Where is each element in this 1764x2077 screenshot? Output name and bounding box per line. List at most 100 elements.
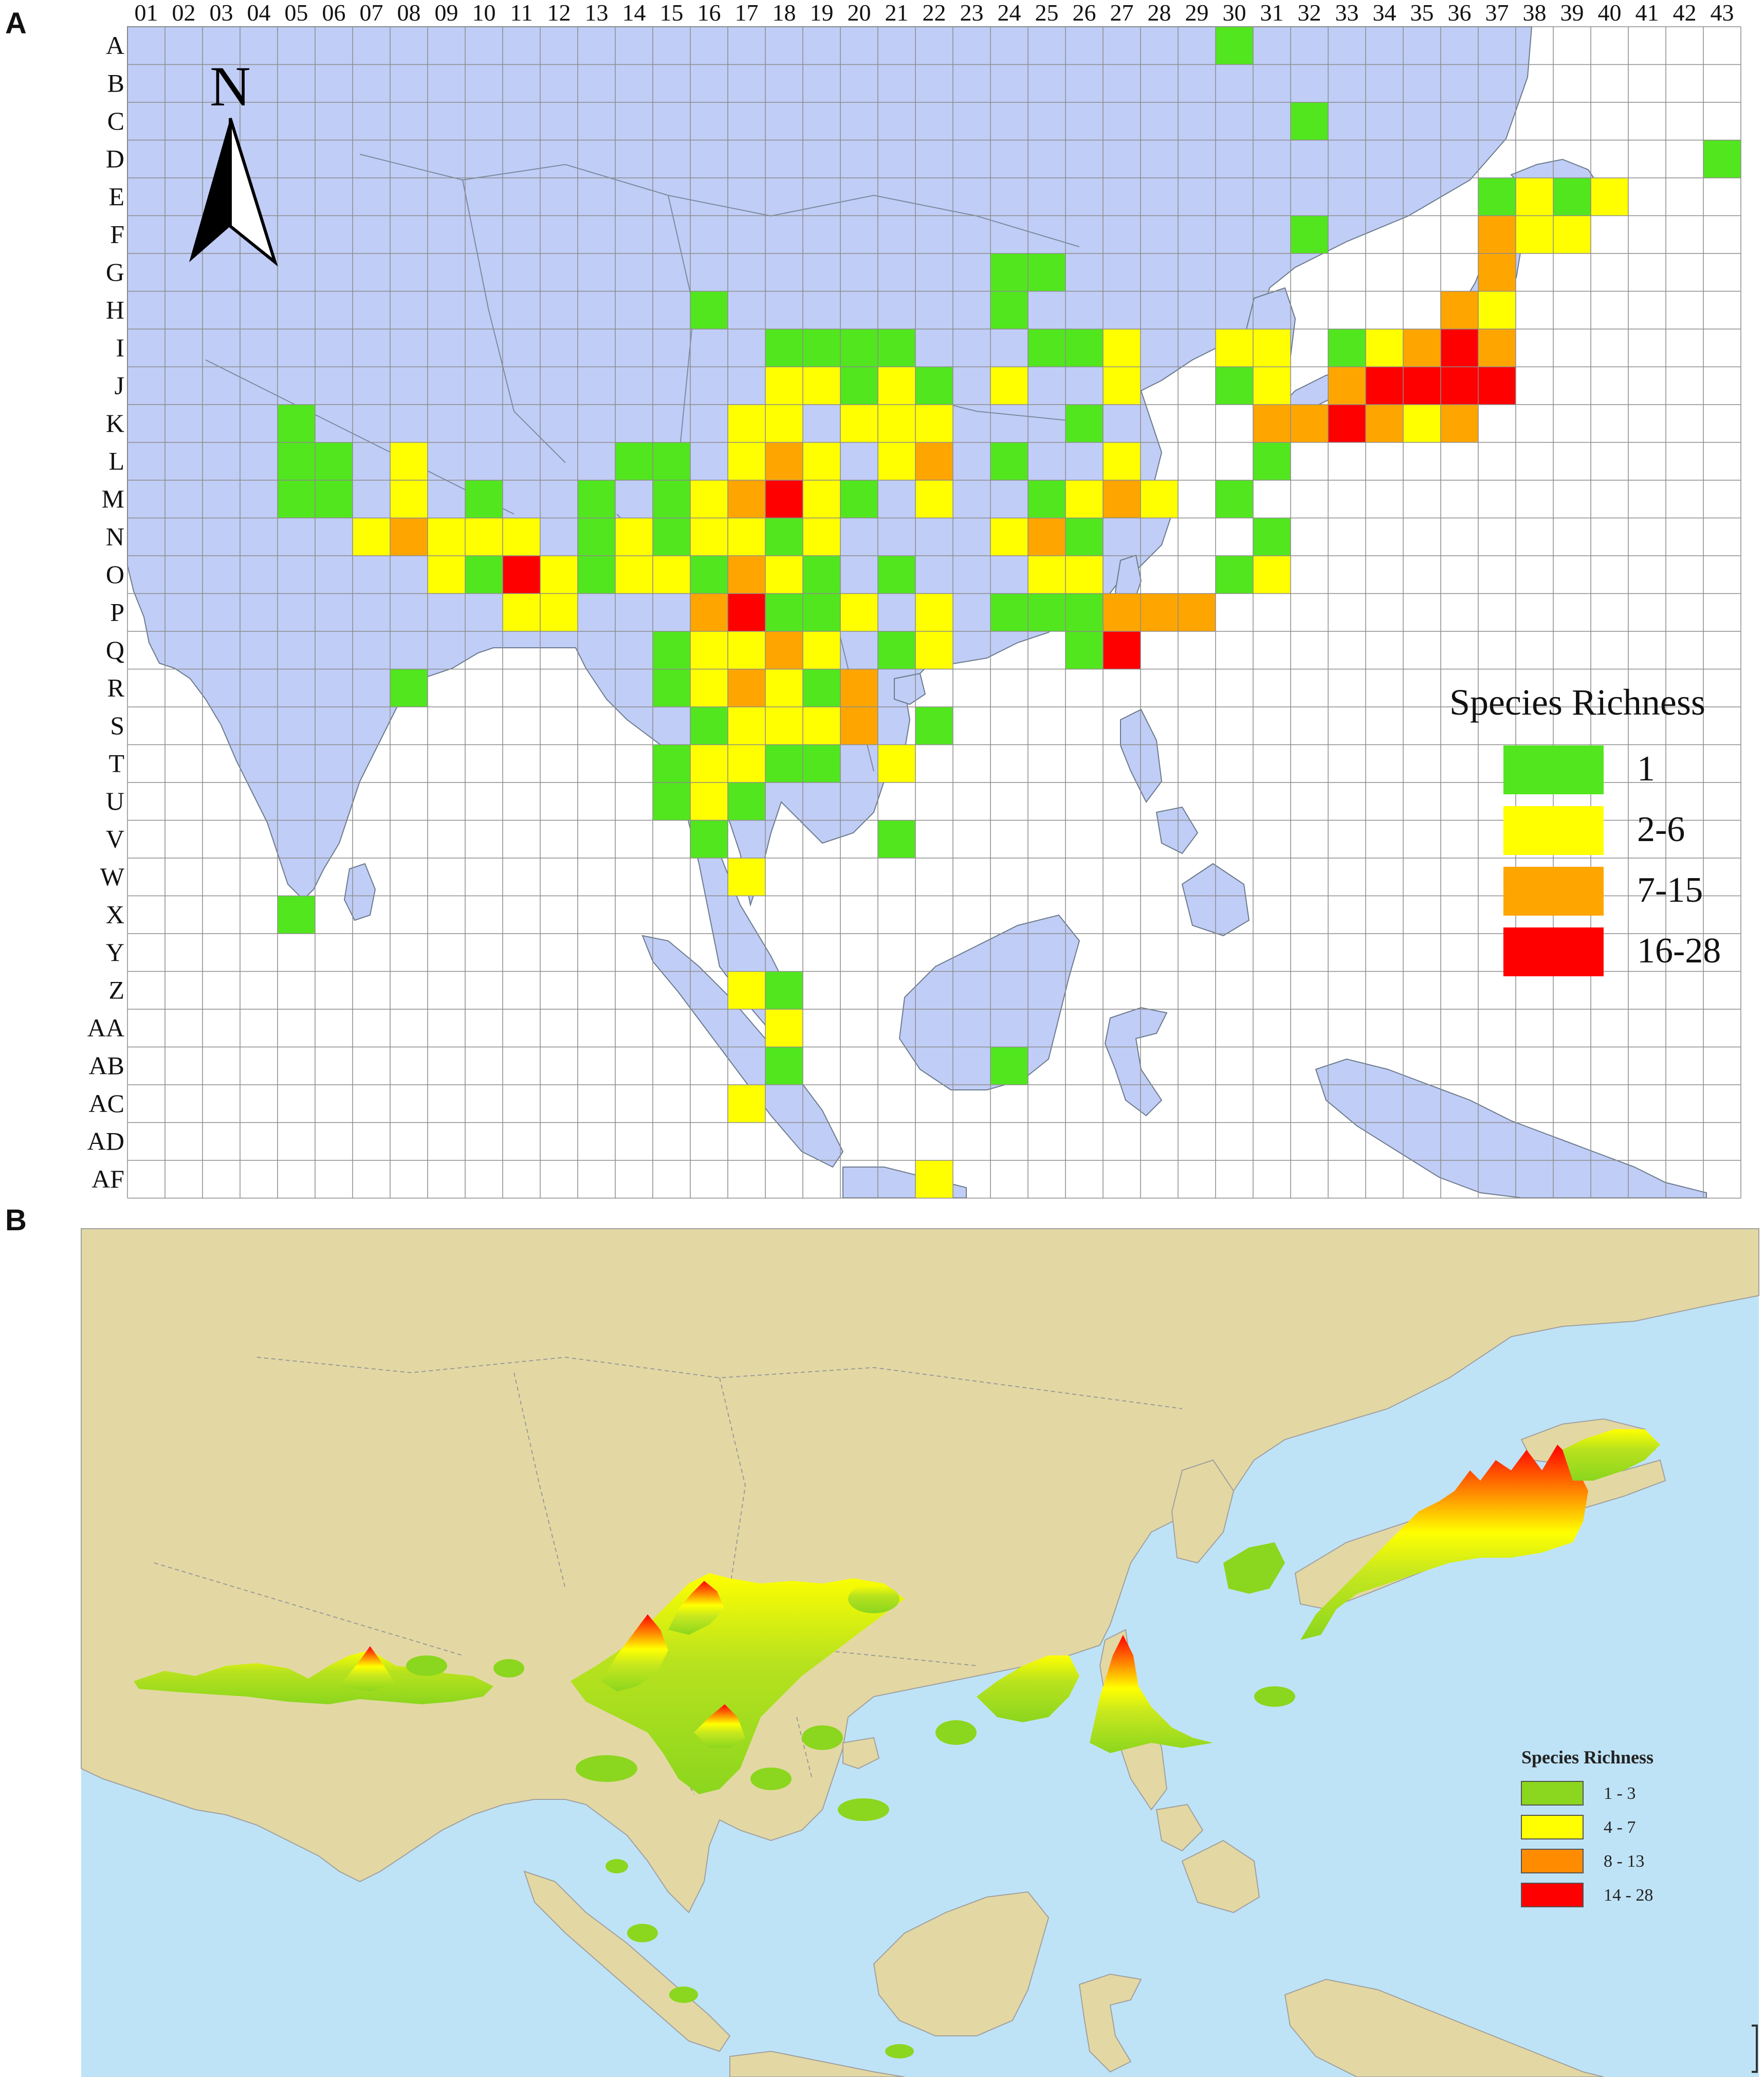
north-arrow: N: [189, 55, 278, 267]
surface-hengduan-peak-1: [601, 1614, 668, 1691]
legend-a-swatch: [1503, 806, 1604, 855]
surface-blob: [576, 1755, 637, 1782]
richness-cell: [803, 442, 840, 480]
richness-cell: [540, 593, 578, 631]
legend-a-title: Species Richness: [1449, 682, 1705, 723]
richness-cell: [653, 631, 690, 669]
richness-cell: [1253, 405, 1291, 443]
richness-cell: [728, 518, 765, 556]
richness-cell: [915, 442, 953, 480]
row-label: O: [106, 560, 124, 589]
row-label: A: [106, 31, 124, 60]
richness-cell: [1178, 593, 1216, 631]
richness-cell: [765, 405, 803, 443]
column-label: 17: [735, 0, 759, 26]
richness-cell: [540, 556, 578, 594]
richness-cell: [690, 593, 728, 631]
row-label: U: [106, 787, 124, 815]
column-label: 41: [1636, 0, 1659, 26]
richness-cell: [1028, 518, 1065, 556]
richness-cell: [1141, 480, 1178, 518]
richness-cell: [765, 518, 803, 556]
column-label: 43: [1711, 0, 1734, 26]
surface-blob: [493, 1659, 524, 1678]
richness-cell: [1103, 329, 1141, 367]
row-label: N: [106, 522, 124, 551]
richness-cell: [990, 442, 1028, 480]
richness-cell: [1441, 367, 1478, 405]
visayas-b: [1155, 1803, 1204, 1852]
richness-cell: [690, 820, 728, 858]
richness-cell: [765, 480, 803, 518]
richness-cell: [1028, 556, 1065, 594]
richness-cell: [765, 1009, 803, 1047]
richness-cell: [728, 858, 765, 896]
column-label: 19: [810, 0, 834, 26]
row-label: AD: [87, 1126, 124, 1155]
row-label: V: [106, 824, 124, 853]
column-label: 02: [172, 0, 196, 26]
row-label: F: [110, 220, 124, 248]
sulawesi: [1104, 1007, 1168, 1117]
richness-cell: [803, 744, 840, 782]
mindanao-b: [1181, 1839, 1260, 1914]
row-label: AB: [89, 1051, 124, 1080]
row-label: G: [106, 258, 124, 286]
visayas: [1155, 806, 1199, 854]
row-label: P: [110, 597, 124, 626]
surface-blob: [802, 1725, 843, 1750]
richness-cell: [1441, 329, 1478, 367]
legend-a-swatch: [1503, 745, 1604, 794]
richness-cell: [765, 631, 803, 669]
north-arrow-right-half: [229, 118, 278, 267]
row-label: K: [106, 409, 124, 438]
richness-cell: [840, 593, 878, 631]
richness-cell: [765, 707, 803, 745]
richness-cell: [1591, 178, 1628, 216]
richness-cell: [1291, 215, 1328, 253]
richness-cell: [503, 518, 540, 556]
richness-cell: [278, 442, 315, 480]
row-label: S: [110, 711, 124, 740]
legend-a-item-label: 16-28: [1637, 931, 1721, 971]
richness-cell: [1291, 102, 1328, 140]
richness-cell: [1216, 556, 1253, 594]
north-arrow-left-half: [189, 118, 230, 262]
surface-east-china: [977, 1655, 1079, 1722]
richness-cell: [653, 744, 690, 782]
richness-cell: [728, 1085, 765, 1123]
panel-a: A: [5, 0, 1741, 1199]
legend-b-swatch: [1521, 1781, 1584, 1806]
richness-cell: [728, 631, 765, 669]
richness-cell: [503, 593, 540, 631]
legend-b-item-label: 8 - 13: [1604, 1852, 1644, 1871]
surface-blob: [406, 1655, 447, 1676]
surface-blob: [838, 1798, 889, 1821]
border-line: [205, 359, 514, 515]
richness-cell: [653, 669, 690, 707]
richness-cell: [1065, 593, 1103, 631]
richness-cell: [1478, 291, 1516, 329]
richness-cell: [1478, 253, 1516, 291]
species-3d-map: Species Richness 1 - 3 4 - 7 8 - 13 14 - 28: [81, 1228, 1759, 2077]
column-label: 04: [247, 0, 271, 26]
richness-cell: [1253, 329, 1291, 367]
richness-cell: [765, 593, 803, 631]
richness-cell: [1328, 405, 1366, 443]
richness-cell: [1103, 367, 1141, 405]
richness-cell: [278, 896, 315, 934]
richness-cell: [878, 442, 915, 480]
richness-cell: [1253, 442, 1291, 480]
richness-cell: [315, 442, 353, 480]
column-label: 18: [773, 0, 796, 26]
column-label: 34: [1373, 0, 1396, 26]
column-label: 20: [848, 0, 871, 26]
corner-bracket: [1752, 2025, 1758, 2073]
richness-cell: [840, 405, 878, 443]
column-label: 09: [435, 0, 458, 26]
species-grid-map: 01 02 03 04 05 06 07 08 09 10 11 12 13 14 15 16 17 18 19 20…: [87, 0, 1741, 1199]
richness-cell: [1103, 593, 1141, 631]
richness-cell: [765, 556, 803, 594]
richness-cell: [765, 971, 803, 1009]
